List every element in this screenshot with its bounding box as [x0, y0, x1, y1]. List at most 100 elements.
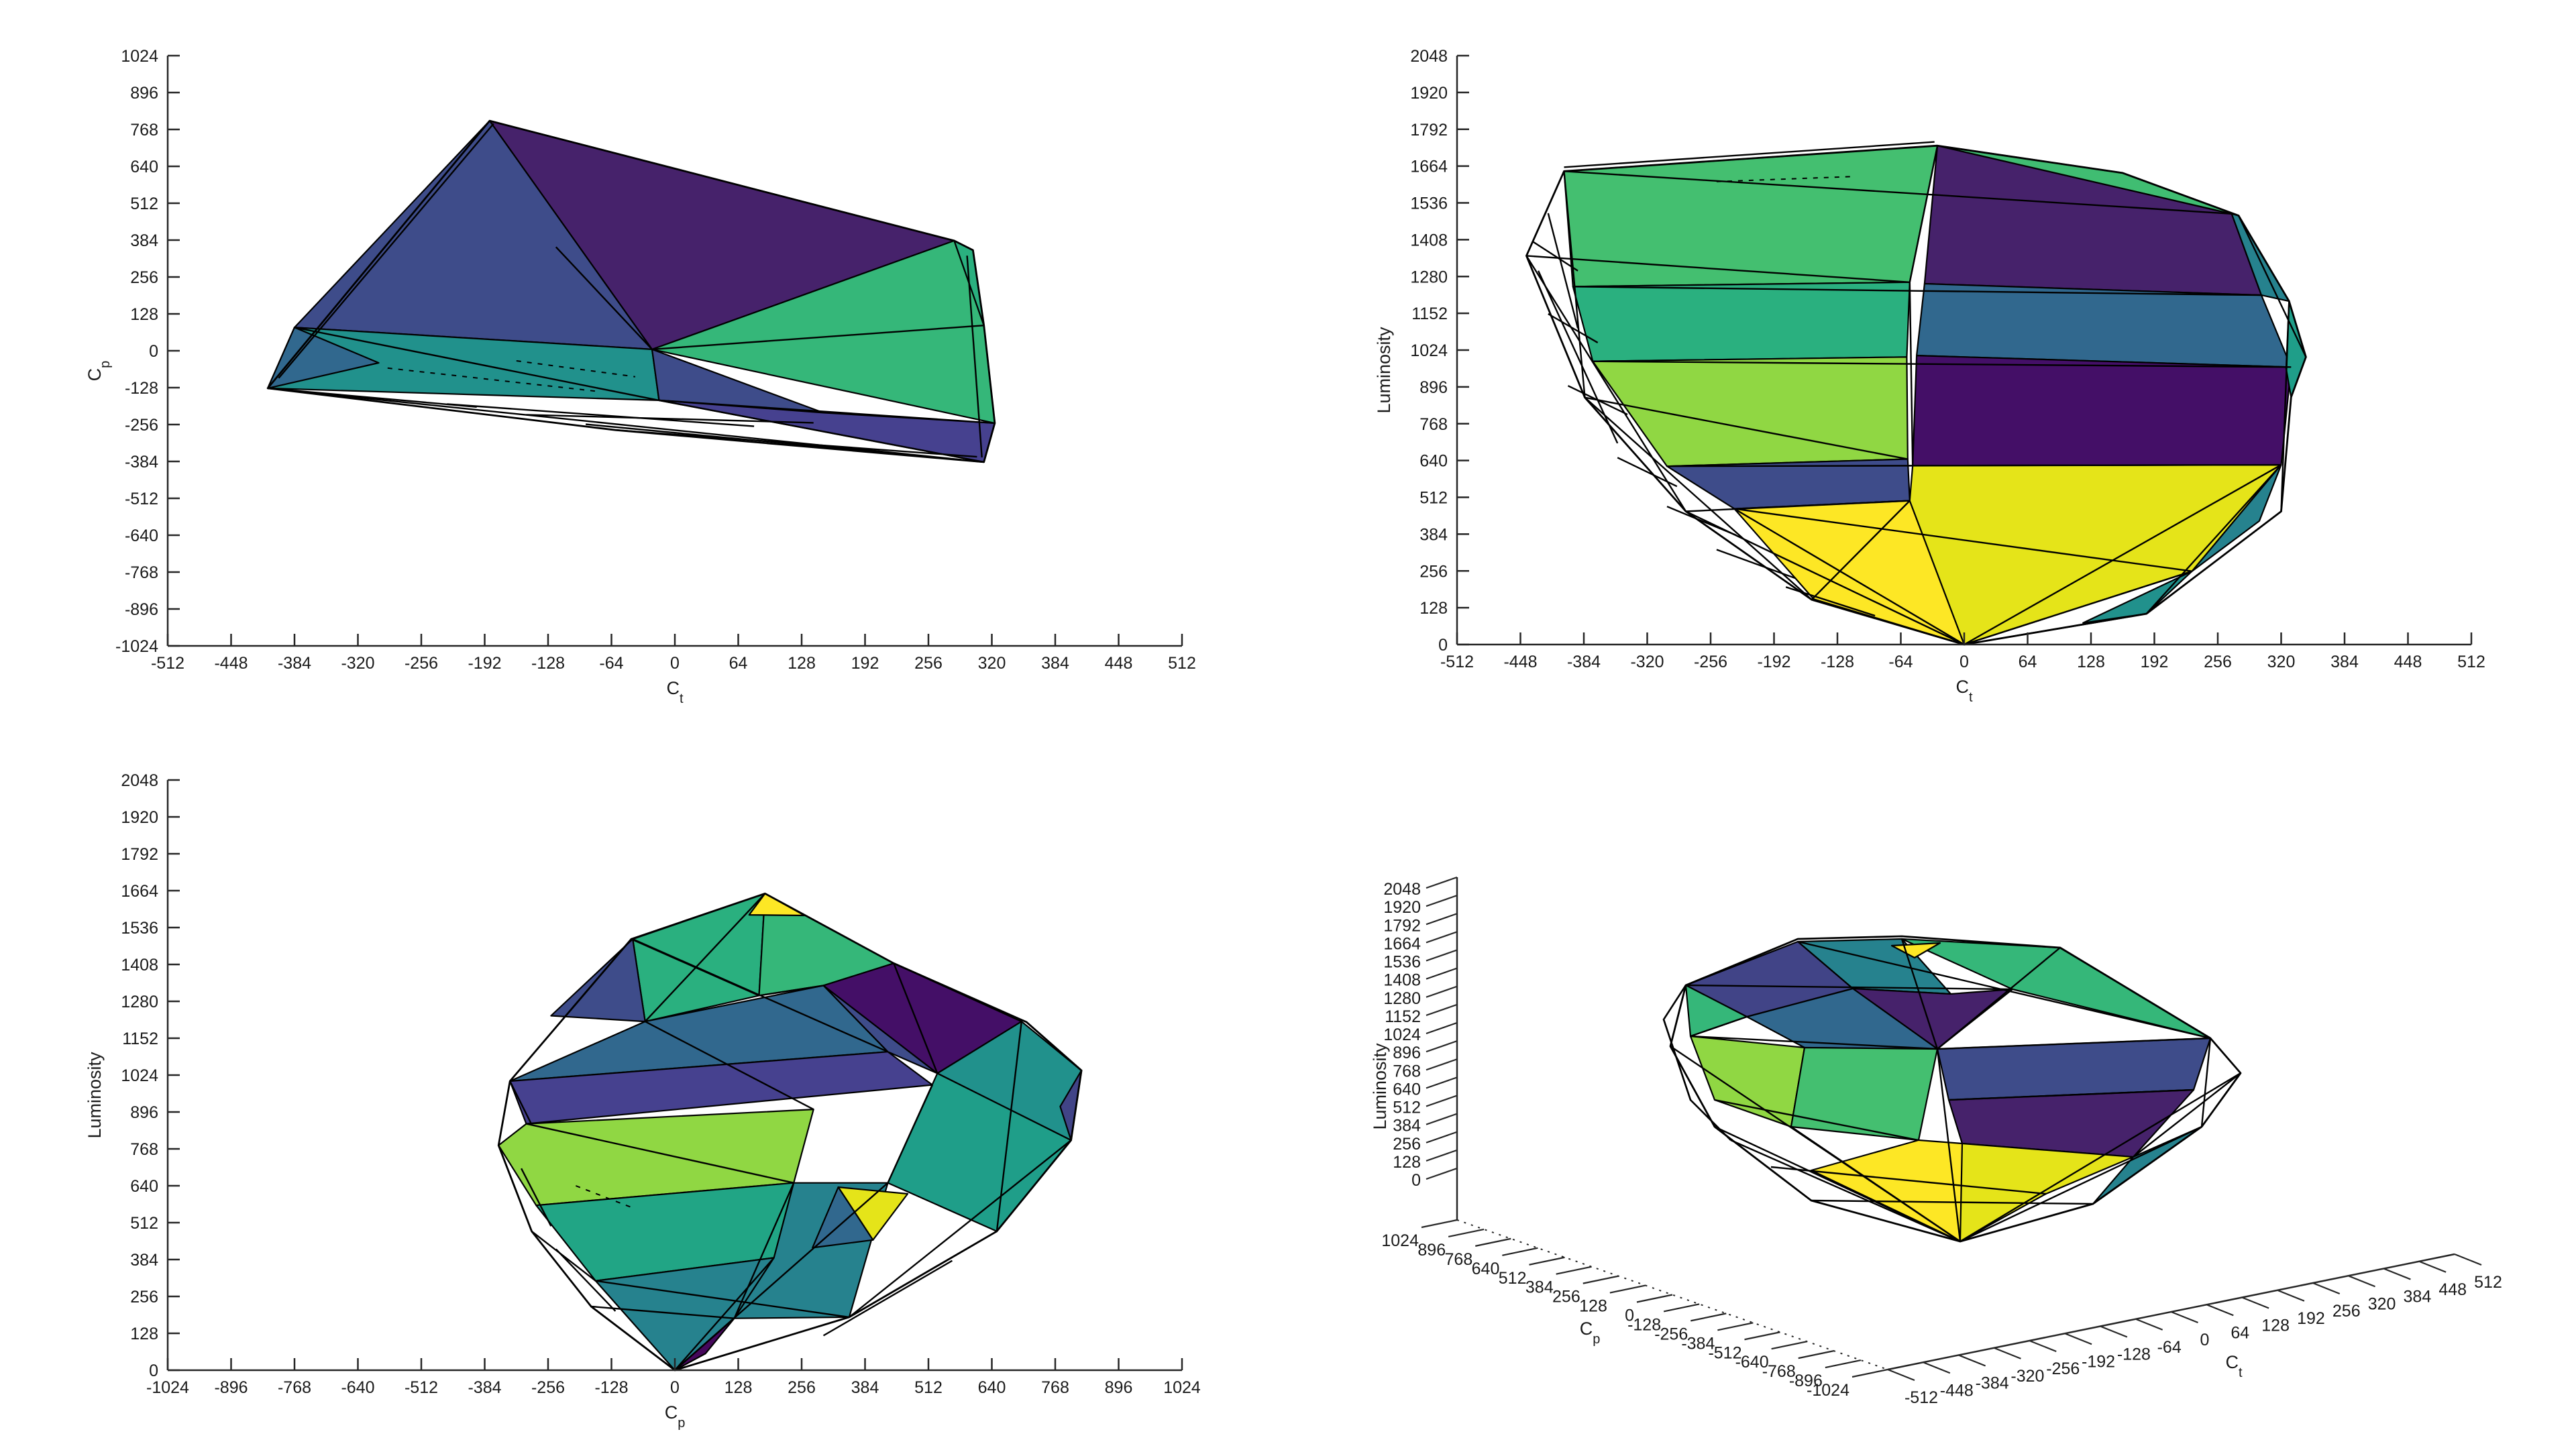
- cp-tick: [1556, 1266, 1592, 1275]
- mesh-wire: [1734, 508, 2192, 572]
- mesh-wire: [759, 985, 824, 997]
- y-tick-label: 1152: [1411, 304, 1448, 323]
- cp-tick: [1690, 1313, 1727, 1322]
- mesh-facet: [2191, 463, 2282, 572]
- mesh-wire: [849, 1139, 1072, 1318]
- z-tick-label: 1024: [1383, 1025, 1421, 1044]
- z-tick: [1426, 1021, 1458, 1035]
- mesh-wire: [1811, 500, 1911, 600]
- ct-tick-label: -384: [1976, 1374, 2009, 1393]
- mesh-outline: [1525, 144, 2307, 646]
- z-tick-label: 384: [1393, 1117, 1421, 1135]
- cp-tick-label: 1024: [1381, 1231, 1419, 1250]
- mesh-wire: [1790, 1126, 1961, 1242]
- cp-tick-label: 640: [1472, 1260, 1500, 1278]
- ct-tick-label: 192: [2297, 1309, 2325, 1328]
- subplot-ct-cp-top-view: -512 -448 -384 -320 -256 -192 -128 -64 0 64 128 192…: [85, 47, 1196, 706]
- y-tick-label: 0: [149, 1361, 158, 1380]
- mesh-wire: [294, 327, 659, 402]
- z-tick: [1426, 1167, 1458, 1180]
- y-tick-label: 0: [1438, 636, 1448, 655]
- z-tick-label: 768: [1393, 1062, 1421, 1080]
- x-tick-label: 256: [914, 654, 943, 673]
- x-tick-label: -192: [1757, 653, 1790, 671]
- x-tick-label: -448: [1503, 653, 1537, 671]
- z-tick: [1426, 895, 1458, 907]
- mesh-wire: [631, 938, 759, 997]
- x-tick-label: 0: [1960, 653, 1969, 671]
- cp-tick: [1744, 1331, 1780, 1341]
- ct-tick: [2135, 1318, 2163, 1331]
- mesh-wire: [591, 1305, 735, 1319]
- y-tick-label: 1664: [121, 882, 158, 901]
- mesh-wire: [645, 1021, 814, 1111]
- x-tick-label: 512: [1168, 654, 1196, 673]
- y-tick-label: 256: [130, 1288, 158, 1306]
- y-tick-label: 384: [130, 1251, 158, 1270]
- ct-tick-label: 384: [2404, 1288, 2432, 1306]
- y-axis-label: Luminosity: [1374, 327, 1394, 414]
- mesh-wire: [2280, 301, 2290, 512]
- mesh-wire: [1690, 1035, 1938, 1050]
- z-tick-label: 0: [1411, 1171, 1421, 1190]
- z-tick-label: 128: [1393, 1153, 1421, 1172]
- y-tick-label: 768: [130, 121, 158, 140]
- ct-tick: [2418, 1260, 2447, 1273]
- mesh-facet: [1572, 281, 1911, 362]
- mesh-wire: [644, 893, 766, 1022]
- x-tick-label: -1024: [146, 1378, 189, 1397]
- mesh-wire: [1617, 457, 1678, 488]
- mesh-wire: [1909, 145, 1939, 283]
- cp-tick-label: -768: [1762, 1362, 1796, 1381]
- ct-tick: [2029, 1339, 2057, 1353]
- ct-tick: [2277, 1289, 2305, 1302]
- mesh-wire: [1666, 506, 1737, 537]
- mesh-wire: [595, 1280, 850, 1319]
- mesh-wire: [1572, 286, 2262, 296]
- z-tick-label: 896: [1393, 1044, 1421, 1062]
- x-tick-label: -128: [594, 1378, 628, 1397]
- y-tick-label: 128: [130, 305, 158, 324]
- ct-tick-label: -256: [2046, 1359, 2080, 1378]
- cp-tick: [1798, 1350, 1834, 1359]
- z-tick-label: 1664: [1383, 934, 1421, 953]
- y-tick-label: 1664: [1410, 158, 1448, 176]
- axes-3d: 2048192017921664153614081280115210248967…: [1370, 876, 2502, 1407]
- ct-tick: [1923, 1361, 1951, 1374]
- mesh-wire: [521, 1168, 552, 1227]
- y-tick-label: -768: [125, 563, 158, 582]
- mesh-wire: [1730, 1139, 1961, 1243]
- mesh-wire: [1811, 1199, 2094, 1205]
- ct-tick: [2206, 1304, 2234, 1317]
- x-tick-label: -320: [341, 654, 374, 673]
- mesh-facet: [1790, 1046, 1939, 1141]
- ct-tick-label: 256: [2332, 1302, 2361, 1321]
- ct-tick-label: 320: [2368, 1294, 2396, 1313]
- ct-axis-label: Ct: [2225, 1352, 2243, 1380]
- x-tick-label: -448: [214, 654, 248, 673]
- cp-tick: [1448, 1228, 1485, 1238]
- mesh-wire: [659, 399, 995, 425]
- y-tick-label: 1408: [121, 956, 158, 974]
- cp-tick: [1609, 1284, 1646, 1294]
- x-tick-label: 512: [2457, 653, 2485, 671]
- mesh-wire: [651, 325, 984, 351]
- mesh-wire: [2237, 215, 2307, 357]
- mesh-wire: [1900, 938, 1939, 1050]
- y-tick-label: -1024: [115, 637, 158, 656]
- mesh-wire: [526, 414, 814, 424]
- mesh-wire: [278, 123, 494, 379]
- y-tick-label: 2048: [1410, 47, 1448, 66]
- y-tick-label: 896: [130, 1103, 158, 1122]
- x-tick-label: 192: [2141, 653, 2169, 671]
- ct-tick: [1994, 1347, 2021, 1359]
- x-tick-label: -256: [531, 1378, 565, 1397]
- mesh-wire: [1685, 984, 2013, 991]
- x-axis-label: Ct: [666, 678, 684, 706]
- cp-tick: [1851, 1368, 1888, 1378]
- cp-tick-label: 256: [1552, 1288, 1580, 1306]
- mesh-facet: [1916, 282, 2292, 368]
- x-tick-label: 384: [2330, 653, 2359, 671]
- ct-tick: [2100, 1325, 2128, 1338]
- mesh-wire: [526, 1123, 794, 1184]
